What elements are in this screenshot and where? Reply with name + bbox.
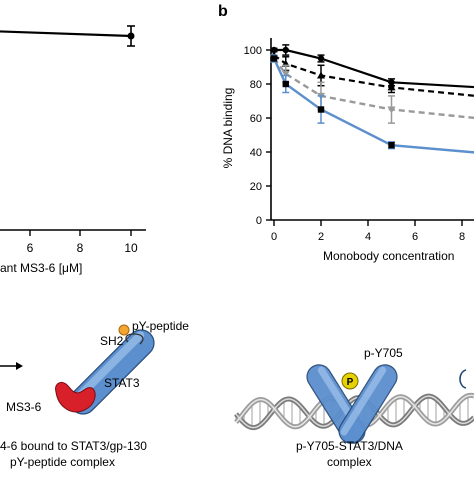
phospho-site-icon	[341, 372, 359, 390]
right-chart-marks	[270, 44, 474, 154]
right-data-point	[387, 106, 396, 114]
stat3-dimer-arm-right	[338, 364, 398, 444]
peptide-chain	[125, 333, 144, 345]
right-data-point	[317, 106, 325, 113]
stat3-peptide-diagram: SH2 pY-peptide STAT3 MS3-6 4-6 bound to …	[0, 319, 189, 469]
arrow-icon	[0, 362, 23, 370]
right-axis-ticks: 100 80 60 40 20 00 2 4 6 8	[244, 45, 465, 243]
right-data-point	[317, 71, 325, 79]
right-y-axis-label: % DNA binding	[221, 88, 235, 169]
right-caption-line-2: complex	[327, 455, 372, 469]
peptide-ball-icon	[118, 324, 130, 336]
sh2-label: SH2	[100, 334, 124, 348]
right-x-tick-label: 2	[318, 231, 324, 243]
left-data-point	[127, 32, 135, 40]
right-x-tick-label: 4	[365, 231, 371, 243]
stat3-label: STAT3	[104, 376, 140, 390]
left-series-line	[0, 30, 132, 38]
ms36-monobody-shape	[55, 381, 96, 413]
right-data-point	[282, 46, 289, 54]
p-y705-label: p-Y705	[364, 346, 403, 360]
right-data-point	[388, 142, 395, 149]
left-chart: 6 8 10 ant MS3-6 [μM]	[0, 25, 146, 275]
stat3-dna-diagram: P p-Y705 p-Y705-STAT3/DNA complex	[234, 346, 474, 469]
right-x-tick-label: 8	[459, 231, 465, 243]
right-chart: 100 80 60 40 20 00 2 4 6 8 % DNA binding Monobody…	[221, 38, 474, 263]
left-x-tick-label: 8	[77, 241, 84, 255]
left-caption-line-2: pY-peptide complex	[10, 455, 115, 469]
phospho-badge: P	[347, 377, 354, 388]
dna-strand-highlight	[235, 395, 474, 429]
right-y-tick-label: 20	[250, 181, 262, 193]
ms36-label: MS3-6	[6, 400, 42, 414]
right-x-tick-label: 6	[412, 231, 418, 243]
right-series-line-2	[273, 57, 474, 120]
left-x-tick-label: 6	[27, 241, 34, 255]
right-data-point	[317, 55, 325, 62]
left-x-axis-label: ant MS3-6 [μM]	[0, 261, 82, 275]
right-x-tick-label: 0	[271, 231, 277, 243]
pY-peptide-label: pY-peptide	[132, 319, 189, 333]
left-x-tick-label: 10	[124, 241, 138, 255]
right-y-tick-label: 80	[250, 79, 262, 91]
right-y-tick-label: 40	[250, 147, 262, 159]
dna-double-helix	[234, 392, 474, 431]
right-y-tick-label: 60	[250, 113, 262, 125]
right-x-axis-label: Monobody concentration	[323, 249, 454, 263]
right-y-tick-label: 0	[256, 215, 262, 227]
right-y-tick-label: 100	[244, 45, 262, 57]
left-chart-marks	[0, 25, 135, 47]
right-data-point	[387, 83, 396, 91]
right-data-point	[282, 80, 289, 88]
panel-b-label: b	[218, 3, 228, 20]
right-data-point	[270, 55, 278, 62]
right-caption-line-1: p-Y705-STAT3/DNA	[296, 439, 403, 453]
right-data-point	[281, 70, 290, 78]
left-caption-line-1: 4-6 bound to STAT3/gp-130	[0, 439, 147, 453]
partial-molecule-icon	[459, 369, 467, 389]
